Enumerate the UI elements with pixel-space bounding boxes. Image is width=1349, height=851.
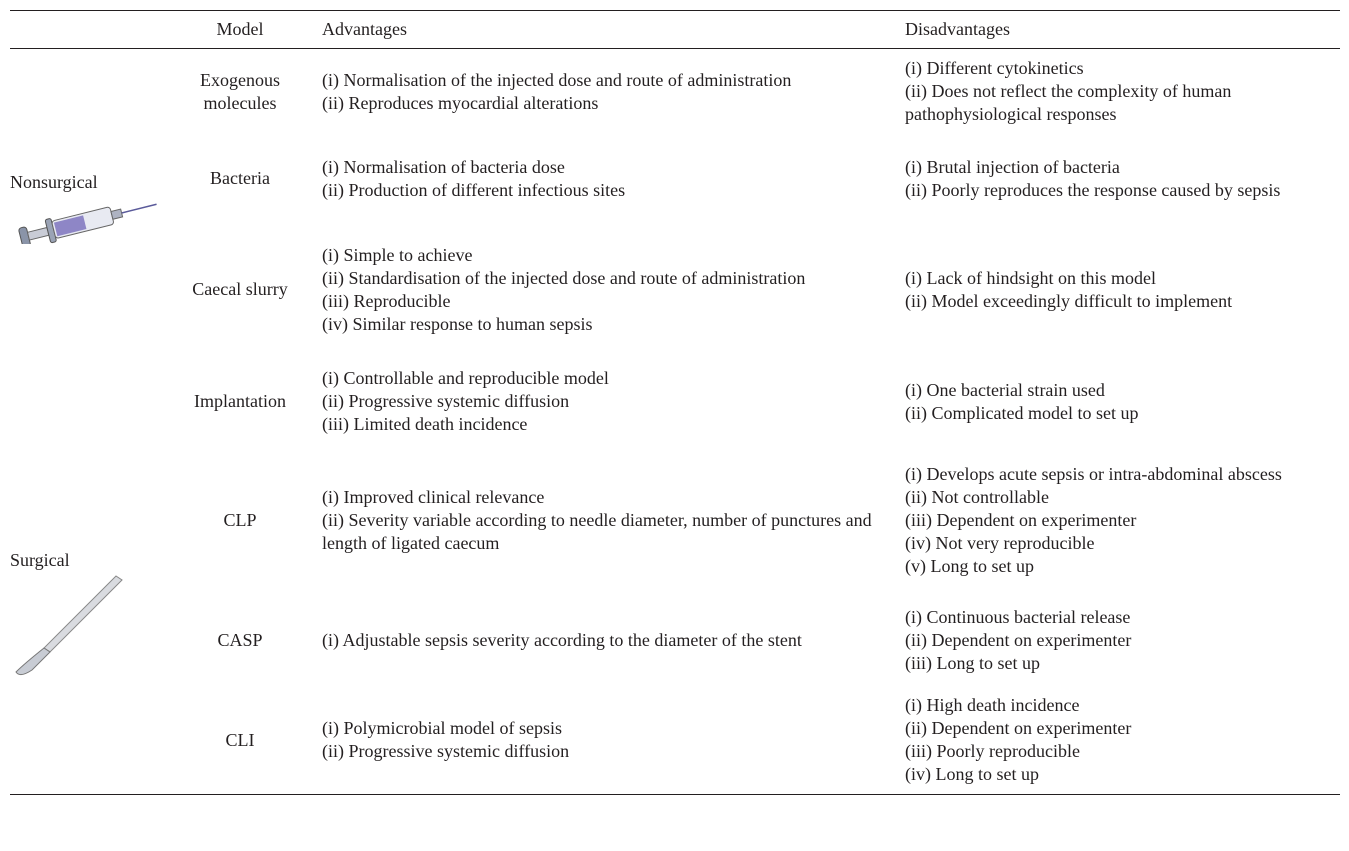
blank-header [10, 10, 165, 49]
disadvantages-cell: (i) Different cytokinetics (ii) Does not … [905, 49, 1340, 135]
list-item: (ii) Does not reflect the complexity of … [905, 81, 1232, 125]
list-item: (iv) Long to set up [905, 764, 1039, 785]
list-item: (ii) Dependent on experimenter [905, 630, 1132, 650]
model-cell: CLI [225, 729, 255, 750]
list-item: (i) Polymicrobial model of sepsis [322, 718, 562, 739]
list-item: (i) Continuous bacterial release [905, 607, 1131, 627]
list-item: (ii) Standardisation of the injected dos… [322, 267, 806, 288]
list-item: (ii) Production of different infectious … [322, 179, 626, 200]
model-cell: CLP [223, 510, 257, 530]
models-table: Model Advantages Disadvantages Nonsurgic… [10, 10, 1340, 795]
table-row: Nonsurgical Exogenous molecules (i) Norma… [10, 49, 1340, 248]
table-row: Bacteria (i) Normalisation of bacteria do… [10, 135, 1340, 223]
disadvantages-cell: (i) Brutal injection of bacteria (ii) Poo… [905, 135, 1340, 223]
table-row: CLI (i) Polymicrobial model of sepsis (ii)… [10, 687, 1340, 795]
table-row: Caecal slurry (i) Simple to achieve (ii) S… [10, 223, 1340, 357]
disadvantages-cell: (i) One bacterial strain used (ii) Compli… [905, 357, 1340, 447]
model-cell: Exogenous molecules [200, 69, 280, 113]
list-item: (iii) Long to set up [905, 653, 1040, 673]
list-item: (ii) Progressive systemic diffusion [322, 741, 570, 762]
syringe-icon [18, 203, 157, 248]
list-item: (i) Improved clinical relevance [322, 487, 545, 507]
advantages-cell: (i) Simple to achieve (ii) Standardisatio… [315, 223, 905, 357]
disadvantages-cell: (i) Develops acute sepsis or intra-abdom… [905, 447, 1340, 595]
header-cell: Disadvantages [905, 10, 1340, 49]
list-item: (i) Normalisation of the injected dose a… [322, 69, 792, 90]
group-label: Nonsurgical [10, 172, 98, 192]
list-item: (ii) Model exceedingly difficult to impl… [905, 290, 1233, 311]
header-cell: Advantages [315, 10, 905, 49]
list-item: (i) Controllable and reproducible model [322, 368, 609, 388]
list-item: (ii) Complicated model to set up [905, 402, 1139, 423]
list-item: (ii) Poorly reproduces the response caus… [905, 179, 1281, 200]
list-item: (i) High death incidence [905, 695, 1080, 716]
group-cell: Surgical [10, 447, 165, 795]
list-item: (i) One bacterial strain used [905, 379, 1105, 400]
advantages-cell: (i) Improved clinical relevance (ii) Seve… [315, 447, 905, 595]
list-item: (i) Lack of hindsight on this model [905, 267, 1156, 288]
list-item: (i) Simple to achieve [322, 244, 473, 265]
list-item: (i) Adjustable sepsis severity according… [322, 630, 802, 650]
advantages-cell: (i) Normalisation of the injected dose a… [315, 49, 905, 135]
list-item: (iii) Limited death incidence [322, 414, 528, 434]
list-item: (ii) Reproduces myocardial alterations [322, 92, 599, 113]
list-item: (ii) Not controllable [905, 487, 1049, 507]
group-cell: Nonsurgical [10, 49, 165, 447]
list-item: (i) Develops acute sepsis or intra-abdom… [905, 464, 1282, 484]
advantages-cell: (i) Controllable and reproducible model (… [315, 357, 905, 447]
disadvantages-cell: (i) Continuous bacterial release (ii) Dep… [905, 595, 1340, 687]
disadvantages-cell: (i) High death incidence (ii) Dependent o… [905, 687, 1340, 795]
group-label: Surgical [10, 549, 70, 570]
advantages-cell: (i) Polymicrobial model of sepsis (ii) Pr… [315, 687, 905, 795]
table-row: CASP (i) Adjustable sepsis severity accor… [10, 595, 1340, 687]
list-item: (iii) Reproducible [322, 290, 451, 311]
header-cell: Model [165, 10, 315, 49]
disadvantages-cell: (i) Lack of hindsight on this model (ii) … [905, 223, 1340, 357]
list-item: (i) Brutal injection of bacteria [905, 156, 1120, 177]
table-row: Implantation (i) Controllable and reprodu… [10, 357, 1340, 447]
list-item: (iii) Poorly reproducible [905, 741, 1080, 762]
list-item: (ii) Progressive systemic diffusion [322, 391, 570, 411]
list-item: (iv) Not very reproducible [905, 533, 1095, 553]
advantages-cell: (i) Normalisation of bacteria dose (ii) P… [315, 135, 905, 223]
scalpel-icon [15, 574, 123, 675]
table-row: Surgical CLP (i) Improved clinical releva… [10, 447, 1340, 675]
list-item: (v) Long to set up [905, 556, 1034, 576]
list-item: (ii) Dependent on experimenter [905, 718, 1132, 739]
model-cell: Implantation [194, 391, 286, 411]
list-item: (ii) Severity variable according to need… [322, 510, 872, 553]
list-item: (iv) Similar response to human sepsis [322, 313, 593, 334]
advantages-cell: (i) Adjustable sepsis severity according… [315, 595, 905, 687]
model-cell: Caecal slurry [192, 279, 288, 299]
model-cell: Bacteria [210, 168, 270, 188]
list-item: (iii) Dependent on experimenter [905, 510, 1137, 530]
model-cell: CASP [217, 630, 263, 650]
list-item: (i) Normalisation of bacteria dose [322, 156, 565, 177]
list-item: (i) Different cytokinetics [905, 58, 1084, 79]
